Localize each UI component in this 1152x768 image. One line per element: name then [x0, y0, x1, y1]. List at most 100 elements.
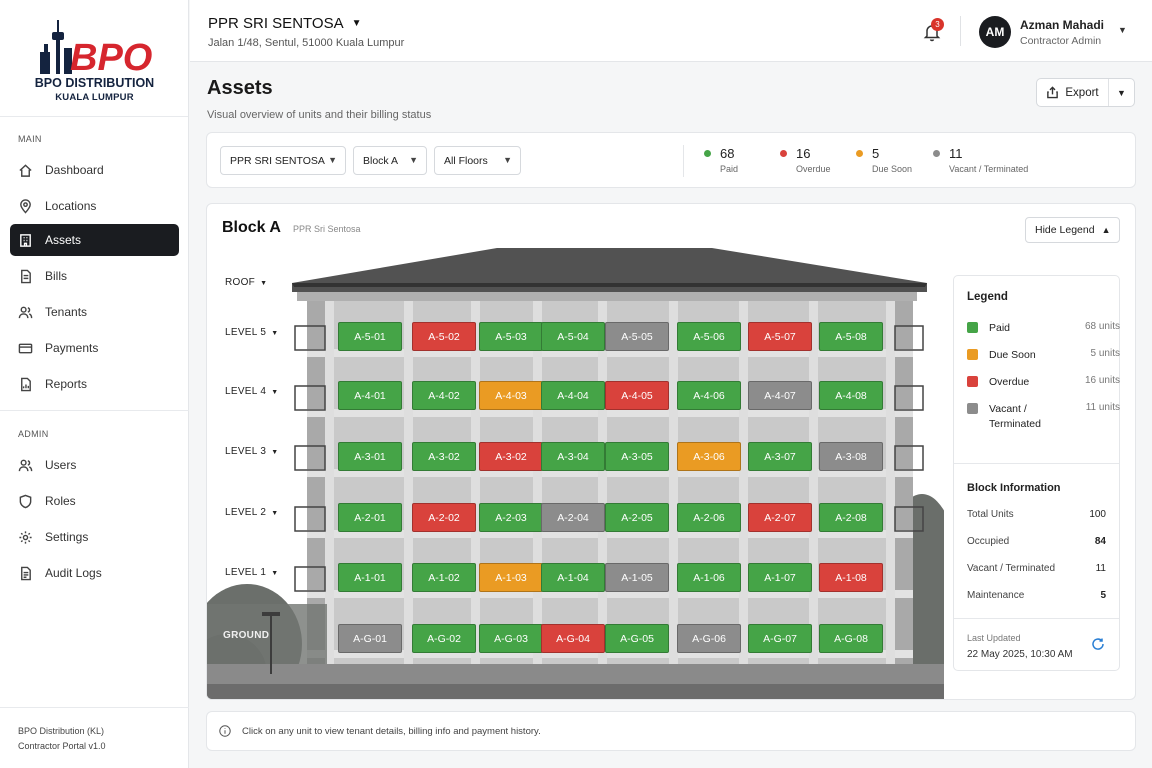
- floor-filter-value: All Floors: [444, 154, 488, 167]
- level-selector[interactable]: LEVEL 4 ▼: [225, 386, 278, 397]
- overdue-dot: [780, 150, 787, 157]
- unit-cell[interactable]: A-5-06: [677, 322, 741, 351]
- unit-cell[interactable]: A-3-01: [338, 442, 402, 471]
- info-occupied: Occupied 84: [967, 536, 1106, 547]
- brand-name: BPO DISTRIBUTION: [34, 76, 155, 90]
- chevron-down-icon[interactable]: ▼: [1118, 25, 1127, 35]
- unit-cell[interactable]: A-2-08: [819, 503, 883, 532]
- unit-cell[interactable]: A-4-06: [677, 381, 741, 410]
- notifications-button[interactable]: 3: [922, 18, 944, 42]
- unit-cell[interactable]: A-4-08: [819, 381, 883, 410]
- unit-cell[interactable]: A-G-07: [748, 624, 812, 653]
- nav-reports[interactable]: Reports: [10, 368, 179, 400]
- hide-legend-button[interactable]: Hide Legend ▲: [1025, 217, 1120, 243]
- unit-cell[interactable]: A-3-04: [541, 442, 605, 471]
- level-selector[interactable]: LEVEL 5 ▼: [225, 327, 278, 338]
- page-title: Assets: [207, 77, 273, 99]
- unit-cell[interactable]: A-G-02: [412, 624, 476, 653]
- unit-cell[interactable]: A-4-03: [479, 381, 543, 410]
- last-updated-value: 22 May 2025, 10:30 AM: [967, 649, 1073, 660]
- unit-cell[interactable]: A-5-03: [479, 322, 543, 351]
- nav-tenants[interactable]: Tenants: [10, 296, 179, 328]
- info-maintenance: Maintenance 5: [967, 590, 1106, 601]
- unit-cell[interactable]: A-5-07: [748, 322, 812, 351]
- level-selector[interactable]: LEVEL 3 ▼: [225, 446, 278, 457]
- unit-cell[interactable]: A-4-01: [338, 381, 402, 410]
- unit-cell[interactable]: A-1-08: [819, 563, 883, 592]
- info-text: Click on any unit to view tenant details…: [242, 725, 541, 737]
- unit-cell[interactable]: A-G-06: [677, 624, 741, 653]
- nav-payments[interactable]: Payments: [10, 332, 179, 364]
- unit-cell[interactable]: A-3-06: [677, 442, 741, 471]
- unit-cell[interactable]: A-3-07: [748, 442, 812, 471]
- page-subtitle: Visual overview of units and their billi…: [207, 109, 432, 121]
- chevron-down-icon[interactable]: ▼: [1117, 87, 1126, 98]
- unit-cell[interactable]: A-G-03: [479, 624, 543, 653]
- unit-cell[interactable]: A-2-03: [479, 503, 543, 532]
- chevron-down-icon: ▼: [271, 510, 279, 517]
- unit-cell[interactable]: A-1-07: [748, 563, 812, 592]
- avatar[interactable]: AM: [979, 16, 1011, 48]
- nav-locations[interactable]: Locations: [10, 190, 179, 222]
- unit-cell[interactable]: A-G-01: [338, 624, 402, 653]
- unit-cell[interactable]: A-1-05: [605, 563, 669, 592]
- unit-cell[interactable]: A-2-01: [338, 503, 402, 532]
- nav-label: Roles: [45, 494, 76, 508]
- legend-count: 68 units: [1084, 321, 1120, 332]
- info-label: Total Units: [967, 509, 1014, 520]
- unit-cell[interactable]: A-5-08: [819, 322, 883, 351]
- unit-cell[interactable]: A-2-05: [605, 503, 669, 532]
- unit-cell[interactable]: A-1-04: [541, 563, 605, 592]
- unit-cell[interactable]: A-1-02: [412, 563, 476, 592]
- property-selector[interactable]: PPR SRI SENTOSA ▼: [208, 15, 362, 32]
- stat-paid: 68 Paid: [704, 146, 738, 174]
- property-filter[interactable]: PPR SRI SENTOSA ▼: [220, 146, 346, 175]
- unit-cell[interactable]: A-2-06: [677, 503, 741, 532]
- unit-cell[interactable]: A-5-04: [541, 322, 605, 351]
- unit-cell[interactable]: A-2-04: [541, 503, 605, 532]
- unit-cell[interactable]: A-1-01: [338, 563, 402, 592]
- floor-filter[interactable]: All Floors ▼: [434, 146, 521, 175]
- unit-cell[interactable]: A-4-02: [412, 381, 476, 410]
- unit-cell[interactable]: A-3-02: [479, 442, 543, 471]
- nav-audit-logs[interactable]: Audit Logs: [10, 557, 179, 589]
- unit-cell[interactable]: A-4-04: [541, 381, 605, 410]
- nav-dashboard[interactable]: Dashboard: [10, 154, 179, 186]
- block-filter[interactable]: Block A ▼: [353, 146, 427, 175]
- unit-cell[interactable]: A-3-05: [605, 442, 669, 471]
- unit-cell[interactable]: A-1-03: [479, 563, 543, 592]
- nav-roles[interactable]: Roles: [10, 485, 179, 517]
- unit-cell[interactable]: A-3-08: [819, 442, 883, 471]
- unit-cell[interactable]: A-G-05: [605, 624, 669, 653]
- unit-cell[interactable]: A-5-05: [605, 322, 669, 351]
- unit-cell[interactable]: A-G-04: [541, 624, 605, 653]
- unit-cell[interactable]: A-2-02: [412, 503, 476, 532]
- user-name[interactable]: Azman Mahadi: [1020, 18, 1105, 32]
- nav-settings[interactable]: Settings: [10, 521, 179, 553]
- unit-cell[interactable]: A-4-07: [748, 381, 812, 410]
- legend-count: 11 units: [1085, 402, 1120, 413]
- roof-label[interactable]: ROOF ▼: [225, 277, 267, 288]
- export-main[interactable]: Export: [1037, 79, 1109, 106]
- unit-cell[interactable]: A-5-01: [338, 322, 402, 351]
- export-button[interactable]: Export ▼: [1036, 78, 1135, 107]
- nav-assets[interactable]: Assets: [10, 224, 179, 256]
- unit-cell[interactable]: A-4-05: [605, 381, 669, 410]
- brand-logo[interactable]: BPO BPO DISTRIBUTION KUALA LUMPUR: [0, 0, 188, 117]
- sidebar-divider: [0, 410, 189, 411]
- unit-cell[interactable]: A-1-06: [677, 563, 741, 592]
- unit-cell[interactable]: A-2-07: [748, 503, 812, 532]
- legend-panel: Legend Paid 68 units Due Soon 5 units Ov…: [953, 275, 1120, 671]
- nav-label: Payments: [45, 341, 99, 355]
- block-info-title: Block Information: [967, 482, 1061, 494]
- level-selector[interactable]: LEVEL 1 ▼: [225, 567, 278, 578]
- unit-cell[interactable]: A-3-02: [412, 442, 476, 471]
- nav-users[interactable]: Users: [10, 449, 179, 481]
- level-selector[interactable]: LEVEL 2 ▼: [225, 507, 278, 518]
- legend-label: Vacant / Terminated: [989, 403, 1041, 430]
- chevron-down-icon: ▼: [260, 280, 268, 287]
- unit-cell[interactable]: A-5-02: [412, 322, 476, 351]
- refresh-icon[interactable]: [1091, 637, 1105, 651]
- unit-cell[interactable]: A-G-08: [819, 624, 883, 653]
- nav-bills[interactable]: Bills: [10, 260, 179, 292]
